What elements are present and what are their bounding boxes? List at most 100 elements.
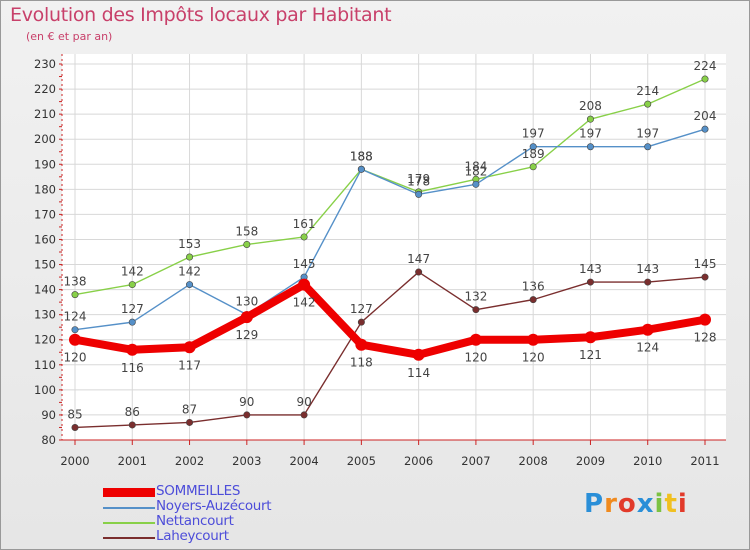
data-label: 208 bbox=[579, 99, 602, 113]
chart-title: Evolution des Impôts locaux par Habitant bbox=[10, 4, 392, 26]
data-label: 189 bbox=[522, 147, 545, 161]
proxiti-logo: Proxiti bbox=[584, 489, 688, 519]
data-point bbox=[183, 341, 196, 354]
x-tick-label: 2003 bbox=[232, 454, 261, 468]
data-point bbox=[415, 268, 423, 276]
data-label: 182 bbox=[464, 164, 487, 178]
data-label: 120 bbox=[522, 351, 545, 365]
data-label: 87 bbox=[182, 402, 197, 416]
data-label: 142 bbox=[178, 265, 201, 279]
data-point bbox=[71, 326, 79, 334]
data-point bbox=[355, 338, 368, 351]
data-label: 90 bbox=[296, 395, 311, 409]
y-tick-label: 120 bbox=[34, 333, 56, 347]
data-point bbox=[415, 190, 423, 198]
data-label: 90 bbox=[239, 395, 254, 409]
x-tick-label: 2001 bbox=[118, 454, 147, 468]
data-label: 129 bbox=[235, 328, 258, 342]
data-point bbox=[701, 273, 709, 281]
x-tick-label: 2000 bbox=[60, 454, 89, 468]
x-tick-label: 2004 bbox=[289, 454, 318, 468]
data-label: 124 bbox=[64, 310, 87, 324]
y-tick-label: 190 bbox=[34, 157, 56, 171]
data-label: 153 bbox=[178, 237, 201, 251]
data-label: 142 bbox=[121, 265, 144, 279]
data-label: 127 bbox=[350, 302, 373, 316]
legend-swatch bbox=[103, 507, 155, 509]
legend-swatch bbox=[103, 488, 155, 497]
data-point bbox=[186, 253, 194, 261]
data-label: 158 bbox=[235, 224, 258, 238]
data-label: 118 bbox=[350, 356, 373, 370]
data-point bbox=[584, 331, 597, 344]
data-label: 224 bbox=[694, 59, 717, 73]
data-label: 204 bbox=[694, 109, 717, 123]
y-tick-label: 220 bbox=[34, 82, 56, 96]
legend-swatch bbox=[103, 537, 155, 539]
y-tick-label: 90 bbox=[41, 408, 56, 422]
data-point bbox=[644, 100, 652, 108]
legend-label: Laheycourt bbox=[156, 528, 229, 544]
data-label: 178 bbox=[407, 174, 430, 188]
data-label: 143 bbox=[579, 262, 602, 276]
data-label: 184 bbox=[464, 159, 487, 173]
data-point bbox=[128, 421, 136, 429]
data-label: 138 bbox=[64, 275, 87, 289]
data-point bbox=[701, 75, 709, 83]
data-label: 197 bbox=[522, 127, 545, 141]
data-point bbox=[186, 418, 194, 426]
grid bbox=[62, 54, 726, 441]
data-point bbox=[641, 323, 654, 336]
series-line-nettancourt bbox=[74, 78, 706, 296]
axes: 80 90 100 110 120 130 140 150 160 170 180 190 200 210… bbox=[34, 54, 726, 468]
y-tick-label: 230 bbox=[34, 57, 56, 71]
data-label: 114 bbox=[407, 366, 430, 380]
y-tick-label: 80 bbox=[41, 433, 56, 447]
data-point bbox=[644, 143, 652, 151]
data-label: 188 bbox=[350, 149, 373, 163]
x-tick-label: 2009 bbox=[576, 454, 605, 468]
data-point bbox=[300, 411, 308, 419]
y-tick-label: 170 bbox=[34, 207, 56, 221]
data-label: 197 bbox=[579, 127, 602, 141]
y-tick-label: 110 bbox=[34, 358, 56, 372]
y-tick-label: 160 bbox=[34, 232, 56, 246]
y-tick-label: 100 bbox=[34, 383, 56, 397]
data-label: 120 bbox=[464, 351, 487, 365]
data-point bbox=[699, 313, 711, 326]
x-tick-label: 2011 bbox=[690, 454, 719, 468]
data-point bbox=[357, 318, 365, 326]
data-point bbox=[529, 296, 537, 304]
data-label: 145 bbox=[694, 257, 717, 271]
data-point bbox=[469, 333, 482, 346]
data-point bbox=[243, 240, 251, 248]
legend-swatch bbox=[103, 522, 155, 524]
data-point bbox=[701, 125, 709, 133]
data-point bbox=[586, 143, 594, 151]
series-line-noyers-auzécourt bbox=[74, 128, 706, 331]
data-label: 142 bbox=[293, 296, 316, 310]
data-point bbox=[529, 143, 537, 151]
data-label: 121 bbox=[579, 348, 602, 362]
x-tick-label: 2005 bbox=[347, 454, 376, 468]
data-point bbox=[586, 278, 594, 286]
data-point bbox=[240, 311, 253, 324]
series-lines bbox=[69, 75, 711, 431]
legend-label: SOMMEILLES bbox=[156, 483, 241, 499]
data-point bbox=[529, 163, 537, 171]
data-point bbox=[527, 333, 540, 346]
data-label: 120 bbox=[64, 351, 87, 365]
data-label: 197 bbox=[636, 127, 659, 141]
data-point bbox=[298, 278, 311, 291]
data-label: 127 bbox=[121, 302, 144, 316]
data-point bbox=[243, 411, 251, 419]
data-point bbox=[412, 348, 425, 361]
data-point bbox=[186, 281, 194, 289]
y-tick-label: 200 bbox=[34, 132, 56, 146]
data-label: 132 bbox=[464, 290, 487, 304]
data-label: 188 bbox=[350, 149, 373, 163]
data-point bbox=[472, 180, 480, 188]
data-point bbox=[128, 281, 136, 289]
data-label: 130 bbox=[235, 295, 258, 309]
